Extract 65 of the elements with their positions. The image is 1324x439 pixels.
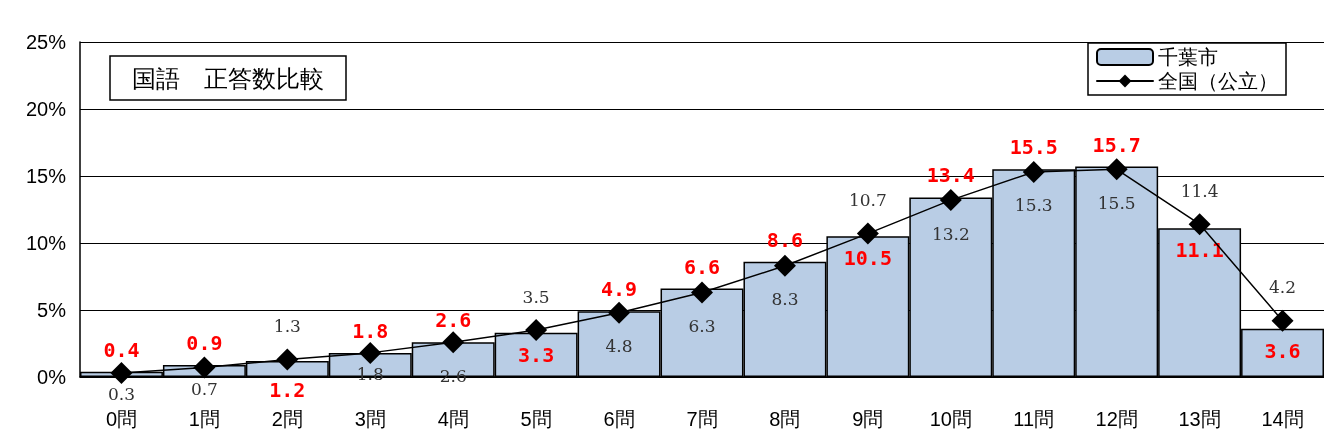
data-label: 11.1: [1175, 238, 1224, 263]
legend-label: 千葉市: [1158, 46, 1218, 68]
data-label: 15.3: [1014, 195, 1053, 216]
data-label: 0.7: [190, 379, 218, 400]
data-label: 0.3: [107, 384, 135, 405]
data-label: 1.8: [352, 318, 389, 343]
data-label: 4.2: [1269, 277, 1297, 298]
data-label: 11.4: [1180, 180, 1219, 201]
x-tick-label: 11問: [1013, 408, 1055, 430]
legend-label: 全国（公立）: [1158, 70, 1278, 92]
y-tick-label: 5%: [37, 299, 67, 321]
point: [110, 361, 133, 384]
data-label: 0.4: [103, 337, 140, 362]
data-label: 0.9: [186, 330, 223, 355]
data-label: 6.6: [683, 254, 721, 279]
data-label: 1.3: [273, 316, 301, 337]
data-label: 10.7: [848, 190, 887, 211]
x-tick-label: 10問: [929, 408, 972, 430]
data-label: 13.2: [931, 223, 970, 244]
point: [608, 301, 631, 324]
x-tick-label: 6問: [603, 408, 635, 430]
x-tick-label: 3問: [354, 408, 386, 430]
data-label: 6.3: [688, 316, 716, 337]
text: 国語 正答数比較: [132, 64, 324, 92]
point: [1105, 158, 1128, 181]
data-label: 3.3: [518, 342, 555, 367]
point: [442, 331, 465, 354]
data-label: 8.3: [771, 289, 799, 310]
data-label: 3.6: [1264, 338, 1301, 363]
data-label: 4.9: [601, 277, 638, 302]
data-label: 10.5: [843, 246, 892, 271]
point: [276, 348, 299, 371]
x-tick-label: 2問: [271, 408, 303, 430]
y-tick-label: 0%: [37, 366, 67, 388]
point: [359, 341, 382, 364]
data-label: 4.8: [605, 336, 633, 357]
point: [525, 319, 548, 342]
x-tick-label: 14問: [1261, 408, 1304, 430]
x-tick-label: 4問: [437, 408, 469, 430]
point: [856, 222, 879, 245]
x-tick-label: 8問: [769, 408, 801, 430]
point: [1022, 160, 1045, 183]
x-tick-label: 7問: [686, 408, 718, 430]
x-tick-label: 9問: [852, 408, 884, 430]
data-label: 2.6: [435, 308, 472, 333]
y-tick-label: 20%: [25, 98, 67, 120]
point: [193, 356, 216, 379]
x-tick-label: 12問: [1095, 408, 1138, 430]
y-tick-label: 25%: [25, 31, 67, 53]
x-tick-label: 5問: [520, 408, 552, 430]
y-tick-label: 15%: [25, 165, 67, 187]
data-label: 15.5: [1009, 135, 1058, 160]
point: [1271, 309, 1294, 332]
point: [773, 254, 796, 277]
point: [939, 189, 962, 212]
x-tick-label: 13問: [1178, 408, 1221, 430]
x-tick-label: 0問: [105, 408, 138, 430]
point: [1188, 213, 1211, 236]
data-label: 15.5: [1097, 192, 1136, 213]
y-tick-label: 10%: [25, 232, 67, 254]
data-label: 1.2: [269, 378, 306, 402]
data-label: 15.7: [1092, 132, 1141, 157]
point: [691, 281, 713, 304]
data-label: 3.5: [522, 286, 550, 307]
x-tick-label: 1問: [188, 408, 220, 430]
